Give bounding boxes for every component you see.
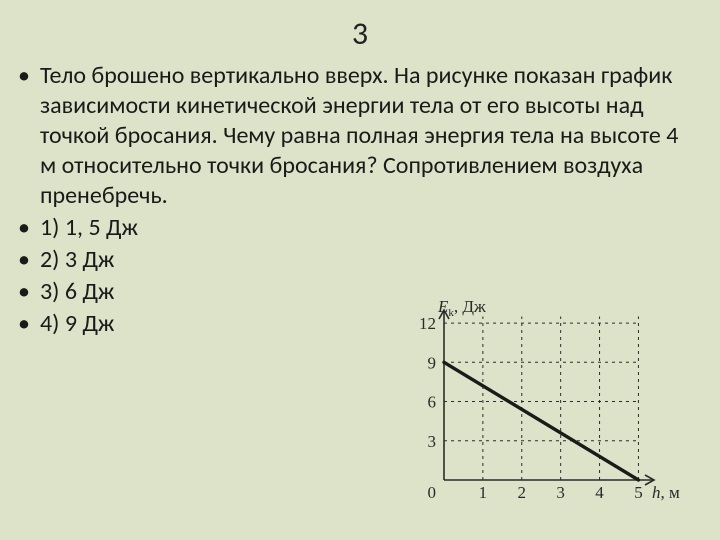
question-text: Тело брошено вертикально вверх. На рисун…: [40, 61, 696, 211]
slide-title: 3: [0, 0, 720, 61]
svg-text:2: 2: [518, 483, 527, 502]
svg-text:Ek, Дж: Ek, Дж: [437, 297, 486, 319]
svg-text:6: 6: [428, 393, 437, 412]
answer-option: 2) 3 Дж: [40, 245, 696, 275]
svg-text:1: 1: [479, 483, 488, 502]
energy-chart: 12345369120Ek, Джh, м: [390, 286, 690, 506]
svg-text:h, м: h, м: [652, 483, 680, 502]
svg-text:0: 0: [428, 483, 437, 502]
answer-option: 1) 1, 5 Дж: [40, 213, 696, 243]
svg-text:4: 4: [595, 483, 604, 502]
svg-text:9: 9: [428, 353, 437, 372]
svg-text:12: 12: [419, 314, 436, 333]
svg-text:5: 5: [634, 483, 643, 502]
chart-container: 12345369120Ek, Джh, м: [390, 286, 690, 506]
svg-text:3: 3: [556, 483, 565, 502]
svg-text:3: 3: [428, 432, 437, 451]
